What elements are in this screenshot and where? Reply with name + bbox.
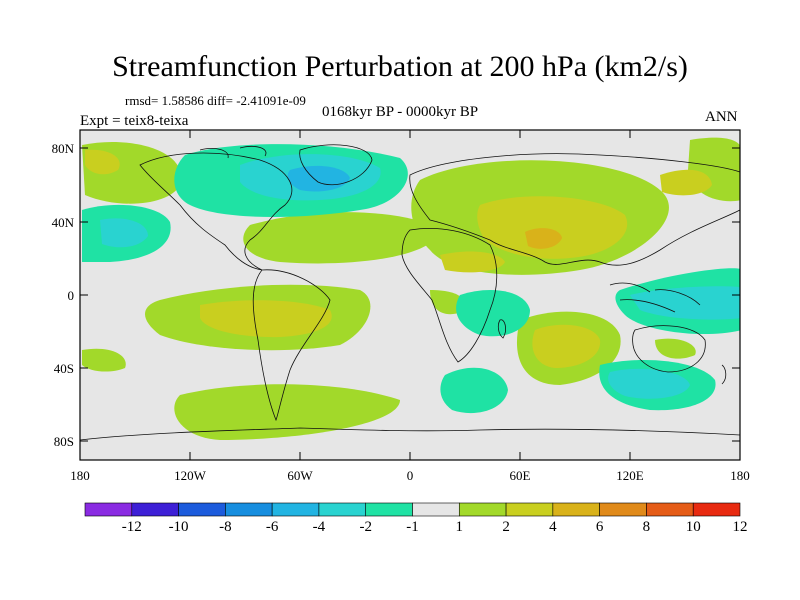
coastlines xyxy=(80,144,740,441)
colorbar-label: -12 xyxy=(122,519,142,535)
colorbar-swatch xyxy=(692,502,741,517)
colorbar-swatch xyxy=(131,502,179,517)
lon-label-120e: 120E xyxy=(616,468,644,483)
colorbar-label: -8 xyxy=(219,519,232,535)
colorbar-label: 12 xyxy=(733,519,748,535)
colorbar-swatch xyxy=(225,502,273,517)
colorbar-swatch xyxy=(84,502,133,517)
colorbar: -12 -10 -8 -6 -4 -2 -1 1 2 4 6 8 10 12 xyxy=(84,502,748,535)
contour-pos-2 xyxy=(85,149,712,368)
lon-label-180w: 180 xyxy=(70,468,90,483)
season-label: ANN xyxy=(705,109,738,125)
lon-label-0: 0 xyxy=(407,468,414,483)
colorbar-label: -1 xyxy=(406,519,419,535)
colorbar-swatch xyxy=(178,502,226,517)
map-title: Streamfunction Perturbation at 200 hPa (… xyxy=(112,50,688,83)
lat-label-0: 0 xyxy=(68,288,75,303)
longitude-axis: 180 120W 60W 0 60E 120E 180 xyxy=(70,130,750,483)
colorbar-label: 4 xyxy=(549,519,557,535)
lat-label-80s: 80S xyxy=(54,434,74,449)
colorbar-swatch xyxy=(318,502,367,517)
colorbar-swatch xyxy=(599,502,647,517)
stats-line: rmsd= 1.58586 diff= -2.41091e-09 xyxy=(125,93,306,108)
colorbar-label: 10 xyxy=(686,519,701,535)
experiment-label: Expt = teix8-teixa xyxy=(80,113,189,129)
contour-pos-1 xyxy=(82,137,740,440)
latitude-axis: 80N 40N 0 40S 80S xyxy=(52,141,740,449)
colorbar-swatch xyxy=(271,502,320,517)
lon-label-60w: 60W xyxy=(287,468,313,483)
colorbar-swatch xyxy=(458,502,507,517)
colorbar-label: -4 xyxy=(313,519,326,535)
colorbar-swatch xyxy=(505,502,554,517)
colorbar-label: 8 xyxy=(643,519,651,535)
lat-label-40s: 40S xyxy=(54,361,74,376)
lat-label-80n: 80N xyxy=(52,141,75,156)
colorbar-label: -6 xyxy=(266,519,279,535)
colorbar-swatch xyxy=(412,502,460,517)
colorbar-swatch xyxy=(365,502,413,517)
colorbar-label: 6 xyxy=(596,519,604,535)
lon-label-120w: 120W xyxy=(174,468,207,483)
lon-label-180e: 180 xyxy=(730,468,750,483)
colorbar-label: -10 xyxy=(169,519,189,535)
period-label: 0168kyr BP - 0000kyr BP xyxy=(322,104,479,120)
lon-label-60e: 60E xyxy=(510,468,531,483)
colorbar-label: 1 xyxy=(456,519,464,535)
colorbar-label: -2 xyxy=(359,519,372,535)
lat-label-40n: 40N xyxy=(52,215,75,230)
colorbar-swatch xyxy=(646,502,694,517)
colorbar-swatch xyxy=(552,502,600,517)
contour-fields xyxy=(80,137,740,441)
contour-pos-3 xyxy=(525,228,562,249)
colorbar-label: 2 xyxy=(502,519,510,535)
